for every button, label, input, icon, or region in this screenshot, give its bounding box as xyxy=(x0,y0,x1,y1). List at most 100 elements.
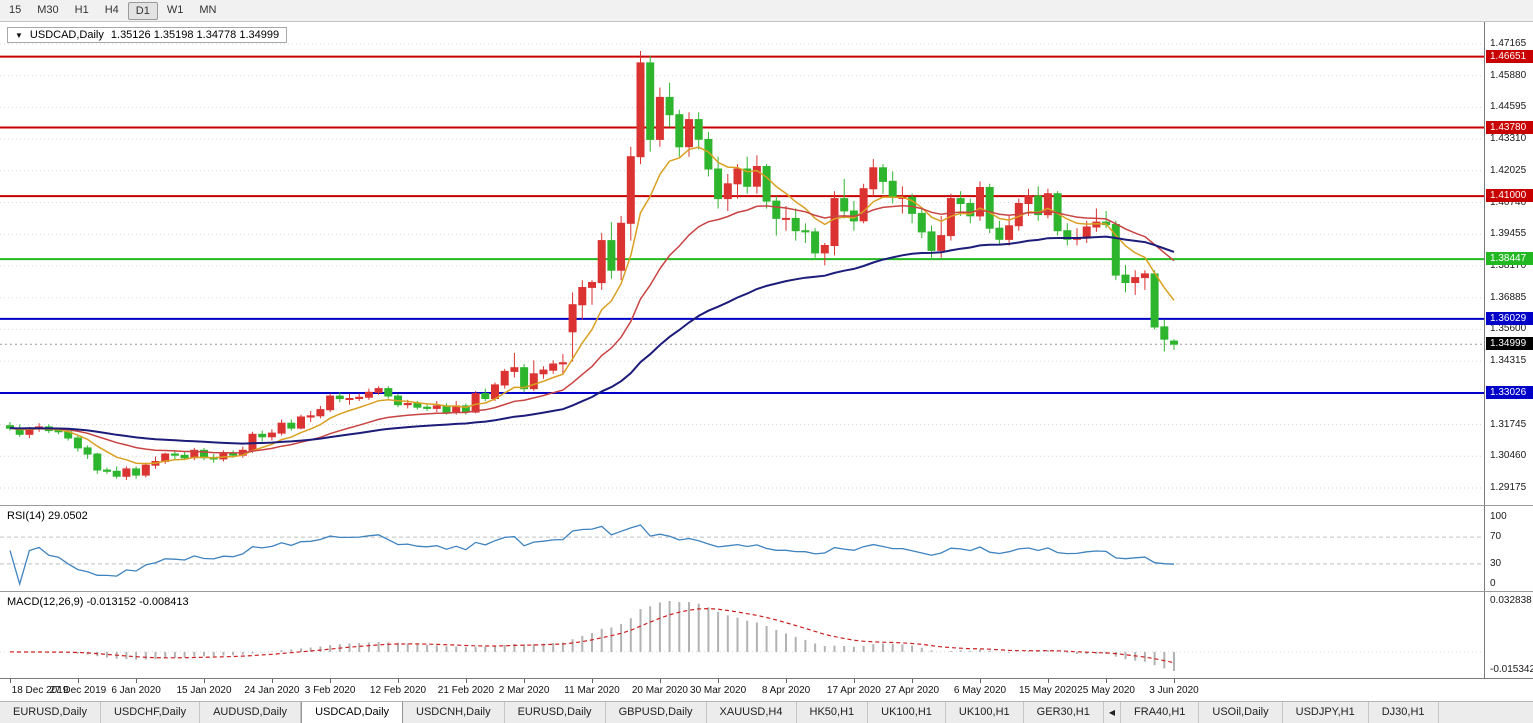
time-axis-label: 15 May 2020 xyxy=(1018,685,1077,696)
chart-tab-audusd[interactable]: AUDUSD,Daily xyxy=(200,702,302,723)
price-axis-label: 1.43310 xyxy=(1490,133,1527,145)
chart-tab-uk100[interactable]: UK100,H1 xyxy=(946,702,1024,723)
price-badge: 1.43780 xyxy=(1486,120,1533,134)
price-badge: 1.33026 xyxy=(1486,385,1533,399)
time-tick-mark xyxy=(786,679,787,683)
chart-tab-eurusd[interactable]: EURUSD,Daily xyxy=(0,702,101,723)
time-tick-mark xyxy=(912,679,914,683)
rsi-axis-label: 70 xyxy=(1490,531,1502,543)
tab-scroll-left-icon[interactable]: ◀ xyxy=(1104,702,1122,723)
rsi-axis-label: 30 xyxy=(1490,557,1502,569)
period-button-d1[interactable]: D1 xyxy=(127,1,158,20)
hlines-layer xyxy=(0,55,1484,394)
ma-8-line xyxy=(9,146,1175,465)
time-tick-mark xyxy=(271,679,273,683)
time-tick-mark xyxy=(204,679,205,683)
macd-chart[interactable] xyxy=(0,592,1484,678)
chart-tab-usdjpy[interactable]: USDJPY,H1 xyxy=(1283,702,1369,723)
rsi-panel: 100 70 30 0 RSI(14) 29.0502 xyxy=(0,505,1533,591)
macd-label: MACD(12,26,9) -0.013152 -0.008413 xyxy=(7,596,189,608)
current-price-badge: 1.34999 xyxy=(1486,337,1533,351)
chart-symbol-label: USDCAD,Daily xyxy=(29,29,104,41)
price-axis-label: 1.30460 xyxy=(1490,450,1527,462)
price-badge: 1.36029 xyxy=(1486,311,1533,325)
chart-tab-dj30[interactable]: DJ30,H1 xyxy=(1369,702,1439,723)
price-grid xyxy=(0,43,1484,489)
chart-tab-gbpusd[interactable]: GBPUSD,Daily xyxy=(606,702,707,723)
ma-22-line xyxy=(9,204,1175,454)
period-button-h1[interactable]: H1 xyxy=(74,3,89,16)
price-axis[interactable]: 1.471651.458801.445951.433101.420251.407… xyxy=(1484,22,1533,505)
time-tick-mark xyxy=(330,679,332,683)
time-axis-label: 11 Mar 2020 xyxy=(564,685,620,696)
candlestick-chart[interactable] xyxy=(0,22,1484,505)
price-axis-label: 1.44595 xyxy=(1490,101,1527,113)
rsi-axis-label: 0 xyxy=(1490,578,1496,589)
time-axis-label: 12 Feb 2020 xyxy=(369,685,427,696)
period-button-m30[interactable]: M30 xyxy=(37,3,59,16)
time-axis-label: 27 Dec 2019 xyxy=(49,685,107,696)
time-tick-mark xyxy=(1106,679,1108,683)
price-axis-label: 1.31745 xyxy=(1490,418,1527,430)
chart-tab-usdcnh[interactable]: USDCNH,Daily xyxy=(403,702,505,723)
time-tick-mark xyxy=(77,679,79,683)
chart-tab-xauusd[interactable]: XAUUSD,H4 xyxy=(707,702,797,723)
macd-axis-label: 0.032838 xyxy=(1490,595,1532,606)
price-axis-label: 1.36885 xyxy=(1490,291,1527,303)
chart-tab-uk100[interactable]: UK100,H1 xyxy=(868,702,946,723)
chart-tab-eurusd[interactable]: EURUSD,Daily xyxy=(505,702,606,723)
chart-ohlc-values: 1.35126 1.35198 1.34778 1.34999 xyxy=(110,29,280,41)
time-axis[interactable]: 18 Dec 2019 27 Dec 2019 6 Jan 2020 15 Jan 2… xyxy=(0,678,1533,701)
rsi-chart[interactable] xyxy=(0,506,1484,591)
period-button-15[interactable]: 15 xyxy=(9,3,22,16)
time-tick-mark xyxy=(1047,679,1049,683)
chart-tab-usoil[interactable]: USOil,Daily xyxy=(1199,702,1283,723)
chart-tab-ger30[interactable]: GER30,H1 xyxy=(1024,702,1104,723)
time-axis-label: 8 Apr 2020 xyxy=(761,685,811,696)
price-axis-label: 1.38170 xyxy=(1490,259,1527,271)
macd-label-text: MACD(12,26,9) -0.013152 -0.008413 xyxy=(7,596,189,608)
macd-axis[interactable]: 0.032838 -0.015342 xyxy=(1484,592,1533,678)
price-axis-label: 1.29175 xyxy=(1490,481,1527,493)
time-axis-label: 2 Mar 2020 xyxy=(498,685,550,696)
price-axis-label: 1.34315 xyxy=(1490,355,1527,367)
macd-panel: 0.032838 -0.015342 MACD(12,26,9) -0.01315… xyxy=(0,591,1533,678)
time-axis-label: 3 Jun 2020 xyxy=(1149,685,1199,696)
time-tick-mark xyxy=(524,679,526,683)
time-axis-label: 24 Jan 2020 xyxy=(244,685,300,696)
time-axis-label: 30 Mar 2020 xyxy=(690,685,747,696)
time-axis-label: 17 Apr 2020 xyxy=(826,685,881,696)
rsi-axis[interactable]: 100 70 30 0 xyxy=(1484,506,1533,591)
time-tick-mark xyxy=(718,679,720,683)
time-tick-mark xyxy=(592,679,593,683)
macd-signal-line xyxy=(9,607,1175,664)
rsi-axis-label: 100 xyxy=(1490,511,1507,522)
price-badge: 1.41000 xyxy=(1486,189,1533,203)
time-axis-label: 6 Jan 2020 xyxy=(111,685,161,696)
price-axis-label: 1.47165 xyxy=(1490,37,1527,49)
rsi-label-text: RSI(14) 29.0502 xyxy=(7,510,88,522)
chart-tab-fra40[interactable]: FRA40,H1 xyxy=(1121,702,1200,723)
period-button-h4[interactable]: H4 xyxy=(104,3,119,16)
price-axis-label: 1.45880 xyxy=(1490,69,1527,81)
time-axis-label: 6 May 2020 xyxy=(953,685,1007,696)
time-tick-mark xyxy=(659,679,661,683)
symbol-dropdown-icon[interactable]: ▼ xyxy=(15,30,23,40)
chart-tab-usdchf[interactable]: USDCHF,Daily xyxy=(101,702,201,723)
time-axis-label: 15 Jan 2020 xyxy=(176,685,232,696)
chart-tab-bar: EURUSD,Daily USDCHF,Daily AUDUSD,Daily USDC… xyxy=(0,701,1533,723)
time-tick-mark xyxy=(980,679,981,683)
time-tick-mark xyxy=(853,679,855,683)
price-axis-label: 1.42025 xyxy=(1490,164,1527,176)
time-tick-mark xyxy=(1174,679,1175,683)
price-badge: 1.46651 xyxy=(1486,49,1533,63)
time-axis-label: 18 Dec 2019 xyxy=(11,685,69,696)
price-badge: 1.38447 xyxy=(1486,252,1533,266)
time-axis-label: 27 Apr 2020 xyxy=(885,685,940,696)
time-tick-mark xyxy=(465,679,467,683)
period-button-w1[interactable]: W1 xyxy=(166,3,184,16)
main-chart-panel: 1.471651.458801.445951.433101.420251.407… xyxy=(0,22,1533,505)
period-button-mn[interactable]: MN xyxy=(199,3,217,16)
chart-tab-hk50[interactable]: HK50,H1 xyxy=(797,702,869,723)
chart-tab-usdcad[interactable]: USDCAD,Daily xyxy=(301,702,404,723)
